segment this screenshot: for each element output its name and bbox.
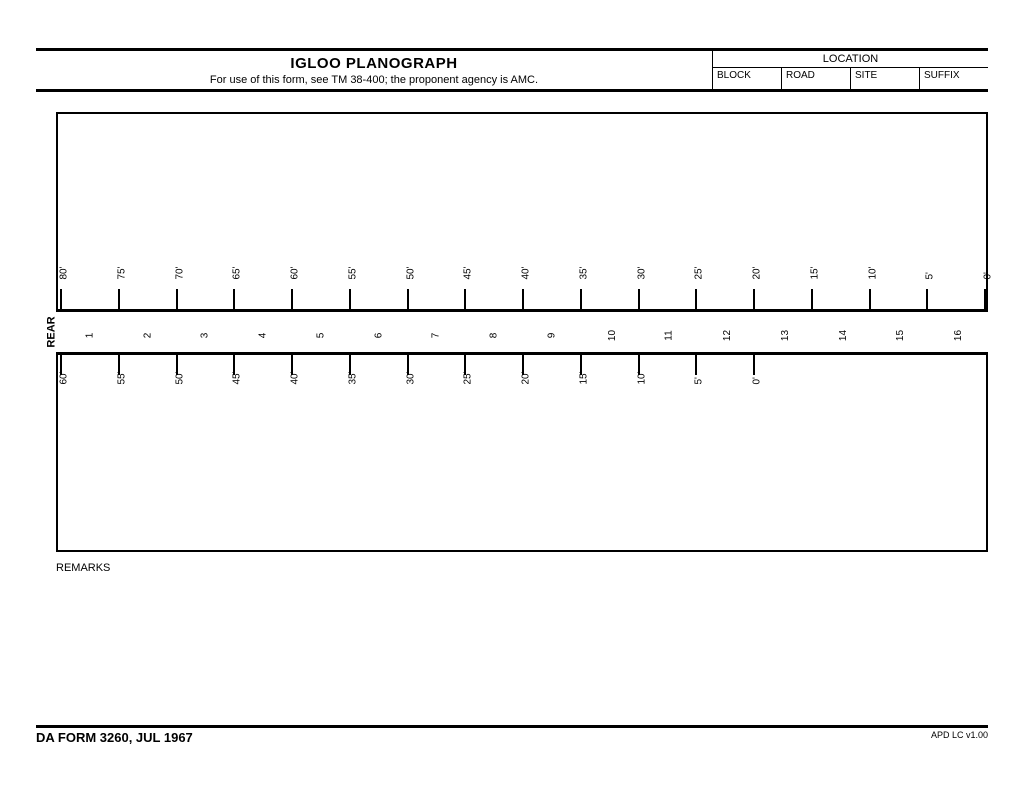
column-number: 11	[664, 330, 675, 340]
tick	[522, 289, 524, 309]
form-id: DA FORM 3260, JUL 1967	[36, 730, 193, 745]
tick-label: 60'	[59, 371, 70, 384]
tick	[984, 289, 986, 309]
tick-label: 5'	[925, 272, 936, 279]
header-left: IGLOO PLANOGRAPH For use of this form, s…	[36, 51, 712, 89]
tick-label: 30'	[636, 266, 647, 279]
column-number: 5	[315, 333, 326, 339]
column-number: 13	[780, 330, 791, 341]
tick	[638, 289, 640, 309]
tick-label: 55'	[116, 371, 127, 384]
form-title: IGLOO PLANOGRAPH	[36, 55, 712, 72]
tick-label: 65'	[232, 266, 243, 279]
tick-label: 75'	[116, 266, 127, 279]
tick	[753, 289, 755, 309]
tick-label: 10'	[636, 371, 647, 384]
planograph-diagram: REAR 80'75'70'65'60'55'50'45'40'35'30'25…	[56, 112, 988, 552]
column-number: 6	[373, 333, 384, 339]
tick-label: 80'	[59, 266, 70, 279]
column-number: 4	[257, 333, 268, 339]
tick-label: 35'	[578, 266, 589, 279]
tick	[753, 355, 755, 375]
tick-label: 15'	[578, 371, 589, 384]
version-label: APD LC v1.00	[931, 730, 988, 745]
tick-label: 60'	[290, 266, 301, 279]
tick-label: 55'	[347, 266, 358, 279]
tick-label: 45'	[463, 266, 474, 279]
tick-label: 70'	[174, 266, 185, 279]
tick-label: 15'	[809, 266, 820, 279]
middle-scale: 12345678910111213141516	[56, 312, 988, 352]
tick-label: 0'	[983, 272, 994, 279]
upper-panel: 80' 75' 70' 65' 60' 55' 50' 45' 40' 35' 30' 25' 20' 1…	[56, 112, 988, 312]
column-number: 10	[607, 330, 618, 341]
column-number: 16	[953, 330, 964, 341]
column-number: 15	[895, 330, 906, 341]
tick-label: 50'	[405, 266, 416, 279]
location-table: LOCATION BLOCK ROAD SITE SUFFIX	[712, 51, 988, 89]
column-number: 9	[546, 333, 557, 339]
tick	[407, 289, 409, 309]
tick-label: 10'	[867, 266, 878, 279]
tick-label: 35'	[347, 371, 358, 384]
tick-label: 20'	[752, 266, 763, 279]
tick	[464, 289, 466, 309]
tick-label: 40'	[521, 266, 532, 279]
tick-label: 45'	[232, 371, 243, 384]
tick	[695, 355, 697, 375]
loc-col-road: ROAD	[781, 68, 850, 89]
tick	[869, 289, 871, 309]
tick	[811, 289, 813, 309]
column-number: 1	[84, 333, 95, 339]
tick-label: 40'	[290, 371, 301, 384]
column-number: 7	[431, 333, 442, 339]
tick	[580, 289, 582, 309]
footer-bar: DA FORM 3260, JUL 1967 APD LC v1.00	[36, 725, 988, 745]
tick-label: 0'	[752, 377, 763, 384]
tick	[695, 289, 697, 309]
remarks-label: REMARKS	[56, 562, 988, 574]
tick	[926, 289, 928, 309]
loc-col-suffix: SUFFIX	[919, 68, 988, 89]
tick-label: 50'	[174, 371, 185, 384]
lower-panel: 60' 55' 50' 45' 40' 35' 30' 25' 20' 15' 10' 5' 0'	[56, 352, 988, 552]
tick-label: 25'	[463, 371, 474, 384]
tick	[176, 289, 178, 309]
column-number: 12	[722, 330, 733, 341]
location-header: LOCATION	[713, 51, 988, 68]
tick-label: 20'	[521, 371, 532, 384]
column-number: 2	[142, 333, 153, 339]
form-subtitle: For use of this form, see TM 38-400; the…	[36, 74, 712, 86]
tick	[349, 289, 351, 309]
tick	[118, 289, 120, 309]
column-number: 3	[200, 333, 211, 339]
loc-col-site: SITE	[850, 68, 919, 89]
tick	[60, 289, 62, 309]
tick	[291, 289, 293, 309]
tick-label: 30'	[405, 371, 416, 384]
tick-label: 25'	[694, 266, 705, 279]
header-bar: IGLOO PLANOGRAPH For use of this form, s…	[36, 48, 988, 92]
loc-col-block: BLOCK	[713, 68, 781, 89]
column-number: 8	[488, 333, 499, 339]
column-number: 14	[838, 330, 849, 341]
tick-label: 5'	[694, 377, 705, 384]
tick	[233, 289, 235, 309]
